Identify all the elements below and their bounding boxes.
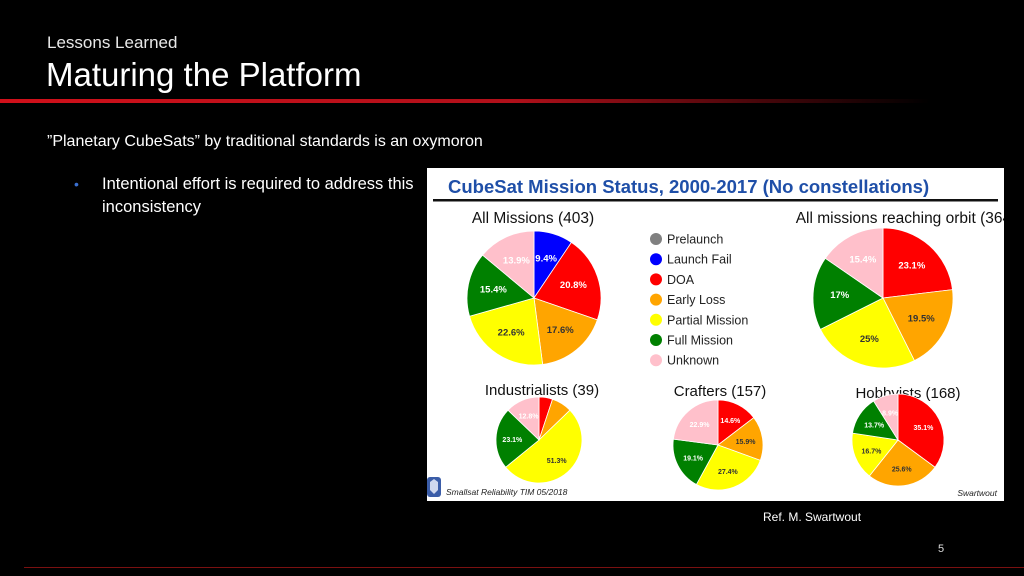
pie-title: All Missions (403) (472, 210, 594, 227)
slice-label: 20.8% (560, 280, 587, 291)
slice-label: 19.1% (683, 456, 704, 463)
chart-figure: CubeSat Mission Status, 2000-2017 (No co… (427, 168, 1016, 501)
legend-swatch (650, 293, 662, 306)
slice-label: 22.9% (690, 422, 711, 429)
slice-label: 9.4% (535, 253, 557, 264)
slice-label: 14.6% (720, 418, 741, 425)
pie-title: All missions reaching orbit (364) (796, 210, 1004, 227)
pie-slice (505, 409, 583, 484)
pie-slice (882, 227, 953, 299)
slice-label: 15.4% (480, 284, 507, 295)
slice-label: 25% (860, 334, 880, 345)
pie-slice (812, 257, 884, 330)
pie-slice (717, 417, 764, 461)
footer-divider (24, 567, 1024, 568)
legend-swatch (650, 233, 662, 245)
slice-label: 22.6% (498, 328, 525, 339)
slice-label: 13.7% (864, 422, 885, 429)
title-divider (0, 99, 930, 103)
pie-slice (469, 297, 544, 366)
slide-title: Maturing the Platform (46, 56, 362, 93)
pie-chart: Hobbyists (168)35.1%25.6%16.7%13.7%8.9% (851, 385, 961, 487)
legend-label: Full Mission (667, 334, 733, 348)
pie-slice (824, 227, 884, 299)
legend-label: DOA (667, 273, 695, 287)
figure-source: Smallsat Reliability TIM 05/2018 (446, 487, 568, 497)
bullet-text: Intentional effort is required to addres… (102, 175, 414, 216)
slice-label: 17% (830, 290, 850, 301)
seal-logo (427, 477, 441, 497)
slice-label: 17.6% (547, 325, 574, 336)
pie-charts: CubeSat Mission Status, 2000-2017 (No co… (427, 176, 1016, 498)
figure-title: CubeSat Mission Status, 2000-2017 (No co… (448, 176, 929, 197)
pie-slice (672, 399, 719, 446)
legend-swatch (650, 253, 662, 266)
pie-chart: Industrialists (39) 51.3% 23.1% 12.8% (485, 382, 599, 484)
figure-title-rule (433, 199, 998, 202)
slice-label: 16.7% (862, 448, 883, 455)
pie-chart: Crafters (157) 14.6% 15.9% 27.4% 19.1% 22.9% (672, 383, 767, 491)
slice-label: 8.9% (882, 411, 899, 418)
legend-label: Partial Mission (667, 313, 748, 327)
pie-slice (672, 438, 719, 486)
pie-slice (466, 254, 535, 317)
slice-label: 13.9% (503, 255, 530, 266)
pie-title: Industrialists (39) (485, 382, 599, 399)
pie-slice (819, 297, 915, 369)
slice-label: 35.1% (914, 425, 935, 432)
pie-slice (882, 289, 954, 362)
pie-slice (533, 297, 598, 365)
legend-label: Prelaunch (667, 233, 723, 247)
lead-text: ”Planetary CubeSats” by traditional stan… (47, 133, 483, 150)
page-number: 5 (938, 543, 945, 555)
pie-title: Crafters (157) (674, 383, 767, 400)
slice-label: 25.6% (892, 466, 913, 473)
slice-label: 12.8% (519, 413, 540, 420)
pie-slice (695, 444, 761, 491)
pie-chart: All Missions (403) 9.4% 20.8% 17.6% 22.6% 15.… (466, 210, 602, 366)
section-label: Lessons Learned (47, 33, 178, 52)
pie-slice (897, 393, 945, 468)
legend-label: Unknown (667, 354, 719, 368)
figure-author: Swartwout (957, 488, 997, 498)
reference: Ref. M. Swartwout (763, 510, 862, 524)
legend-swatch (650, 354, 662, 367)
legend-label: Early Loss (667, 293, 725, 307)
pie-slice (533, 241, 602, 321)
slice-label: 51.3% (547, 458, 568, 465)
legend-label: Launch Fail (667, 253, 732, 267)
slice-label: 27.4% (718, 469, 739, 476)
slice-label: 15.9% (736, 439, 757, 446)
slice-label: 19.5% (908, 314, 935, 325)
pie-slice (868, 439, 936, 487)
pie-chart: All missions reaching orbit (364) 23.1% 19… (796, 210, 1016, 369)
legend-swatch (650, 273, 662, 286)
slice-label: 15.4% (849, 255, 876, 266)
slice-label: 23.1% (898, 261, 925, 272)
legend-swatch (650, 313, 662, 326)
legend: Prelaunch Launch Fail DOA Early Loss Partial… (650, 233, 748, 368)
pie-slice (495, 409, 540, 468)
pie-slice (481, 230, 535, 299)
slice-label: 23.1% (502, 437, 523, 444)
pie-slice (873, 393, 899, 442)
pie-slice (507, 396, 540, 441)
pie-slice (851, 432, 899, 477)
legend-swatch (650, 334, 662, 346)
bullet-icon: • (74, 176, 79, 192)
bullet-item: • Intentional effort is required to addr… (74, 173, 414, 219)
